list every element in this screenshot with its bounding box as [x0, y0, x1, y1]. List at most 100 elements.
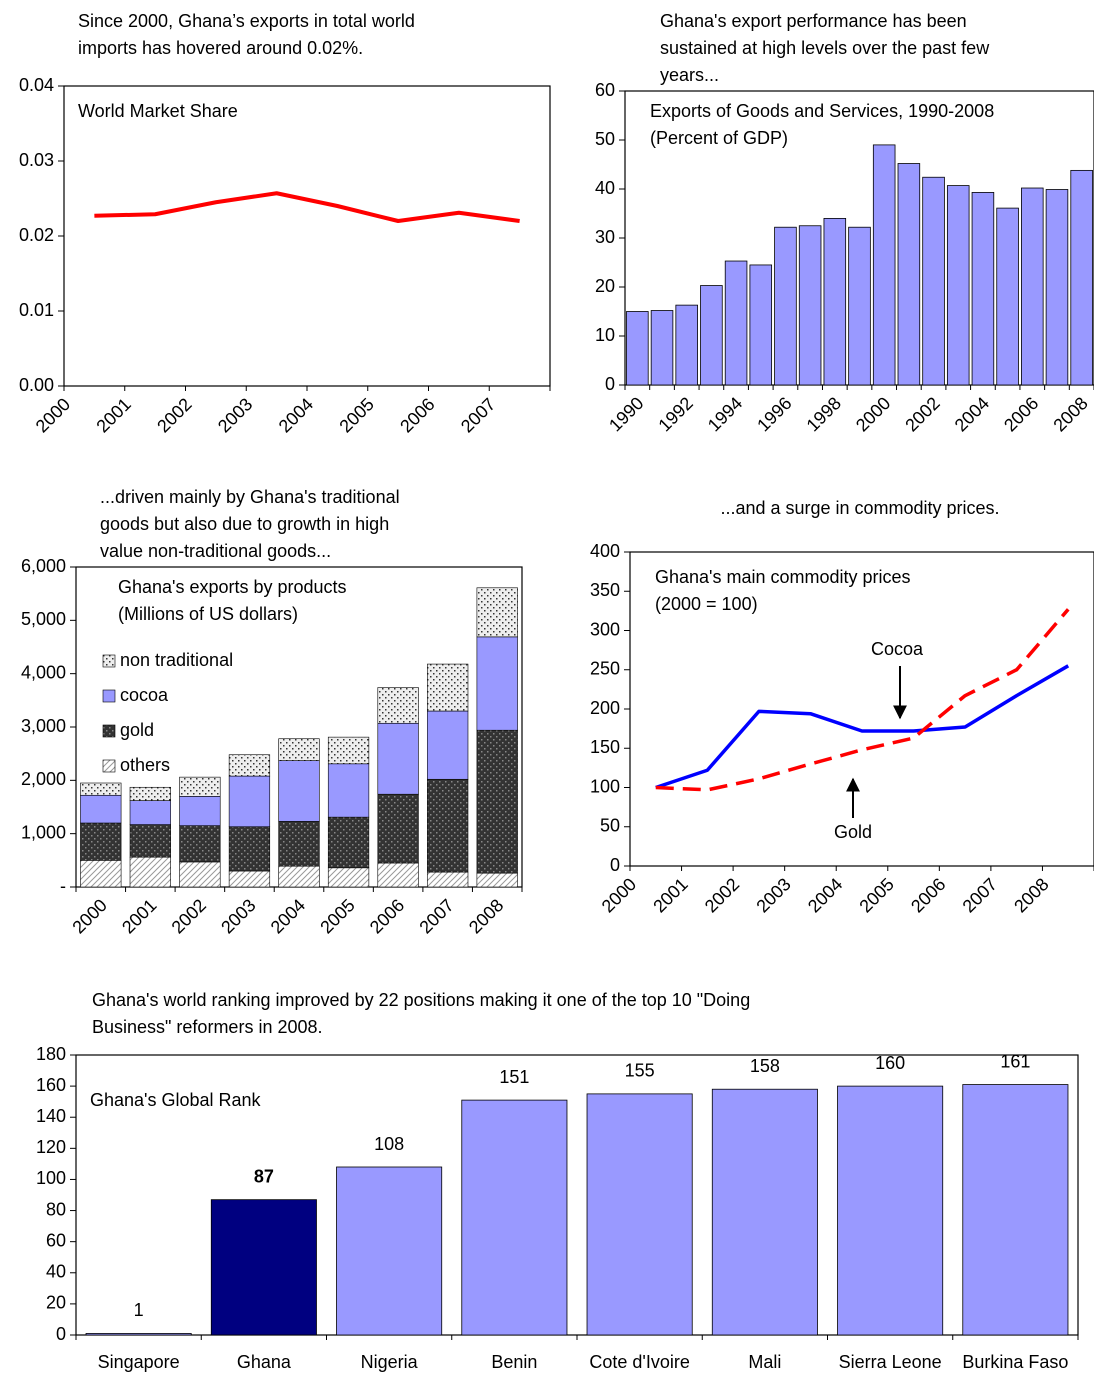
bar [922, 176, 945, 386]
plot-frame [63, 85, 551, 387]
bar [626, 311, 649, 386]
x-tick-label: 2008 [1010, 874, 1052, 916]
bar-segment [427, 710, 469, 780]
x-tick-label: Cote d'Ivoire [589, 1352, 690, 1372]
bar-segment [179, 796, 221, 826]
caption: Ghana's export performance has been [660, 11, 967, 31]
bar [1045, 189, 1069, 386]
y-tick-label: 160 [36, 1075, 66, 1095]
y-tick-label: 1,000 [21, 822, 66, 842]
chart-title: World Market Share [78, 101, 238, 121]
y-tick-label: 60 [595, 80, 615, 100]
y-tick-label: 20 [46, 1293, 66, 1313]
y-tick-label: 0.03 [19, 150, 54, 170]
x-tick-label: 2000 [32, 394, 74, 436]
y-tick-label: 40 [595, 178, 615, 198]
x-tick-label: Sierra Leone [839, 1352, 942, 1372]
x-tick-label: 2005 [335, 394, 377, 436]
bar-segment [278, 821, 320, 867]
y-tick-label: 10 [595, 325, 615, 345]
y-tick-label: 100 [590, 776, 620, 796]
x-tick-label: 2004 [804, 874, 846, 916]
bar-segment [327, 736, 370, 765]
x-tick-label: 2000 [69, 895, 111, 937]
x-tick-label: 2003 [752, 874, 794, 916]
bar-segment [228, 754, 271, 777]
chart-subtitle: (2000 = 100) [655, 594, 758, 614]
data-label: 158 [750, 1056, 780, 1076]
bar [586, 1093, 693, 1336]
y-tick-label: 5,000 [21, 609, 66, 629]
plot-frame [629, 551, 1094, 867]
bar-segment [327, 763, 370, 818]
chart-title: Ghana's Global Rank [90, 1090, 261, 1110]
y-tick-label: - [60, 876, 66, 896]
bar-segment [377, 793, 419, 864]
y-tick-label: 400 [590, 541, 620, 561]
x-tick-label: 1990 [605, 393, 647, 435]
series-label: Cocoa [871, 639, 924, 659]
legend-swatch [102, 724, 116, 738]
bar [650, 310, 674, 386]
bar-segment [129, 786, 171, 801]
caption: Since 2000, Ghana’s exports in total wor… [78, 11, 415, 31]
x-tick-label: Benin [491, 1352, 537, 1372]
y-tick-label: 6,000 [21, 556, 66, 576]
bar-segment [80, 794, 122, 824]
data-label: 1 [134, 1300, 144, 1320]
y-tick-label: 50 [595, 129, 615, 149]
x-tick-label: 2006 [1000, 393, 1042, 435]
x-tick-label: 1998 [803, 393, 845, 435]
chart-title: Exports of Goods and Services, 1990-2008 [650, 101, 995, 121]
x-tick-label: 2003 [214, 394, 256, 436]
y-tick-label: 140 [36, 1106, 66, 1126]
bar [823, 217, 847, 386]
line [655, 664, 1070, 790]
x-tick-label: 2004 [275, 394, 317, 436]
legend-label: others [120, 755, 170, 775]
bar-segment [278, 865, 320, 888]
bar-segment [278, 760, 320, 822]
bar [971, 192, 995, 386]
bar-segment [476, 729, 518, 874]
x-tick-label: Singapore [98, 1352, 180, 1372]
bar-segment [80, 860, 122, 888]
bar [675, 304, 698, 386]
x-tick-label: 2006 [366, 895, 408, 937]
bar-segment [427, 663, 469, 712]
x-tick-label: 2005 [316, 895, 358, 937]
y-tick-label: 2,000 [21, 769, 66, 789]
bar-segment [129, 800, 171, 825]
bar [1070, 169, 1093, 386]
bar-segment [179, 776, 221, 797]
bar [724, 260, 748, 386]
x-tick-label: 2006 [396, 394, 438, 436]
x-tick-label: 2008 [465, 895, 507, 937]
bar [962, 1084, 1069, 1336]
bar [749, 264, 773, 386]
data-label: 87 [254, 1166, 274, 1186]
legend-swatch [102, 689, 116, 703]
line [94, 191, 520, 223]
bar [85, 1333, 192, 1336]
bar-segment [327, 816, 370, 869]
x-tick-label: 2000 [852, 393, 894, 435]
legend-swatch [102, 759, 116, 773]
bar [1021, 187, 1044, 386]
bar-segment [377, 687, 419, 724]
y-tick-label: 0.04 [19, 75, 54, 95]
data-label: 108 [374, 1134, 404, 1154]
x-tick-label: 2007 [457, 394, 499, 436]
data-label: 155 [625, 1061, 655, 1081]
x-tick-label: 2002 [701, 874, 743, 916]
bar [798, 225, 822, 386]
caption: Business" reformers in 2008. [92, 1017, 323, 1037]
bar-segment [476, 587, 518, 638]
chart-subtitle: (Percent of GDP) [650, 128, 789, 148]
bar-segment [80, 822, 122, 861]
legend-label: cocoa [120, 685, 169, 705]
bar-segment [179, 825, 221, 863]
bar-segment [278, 738, 320, 761]
x-tick-label: 2002 [153, 394, 195, 436]
